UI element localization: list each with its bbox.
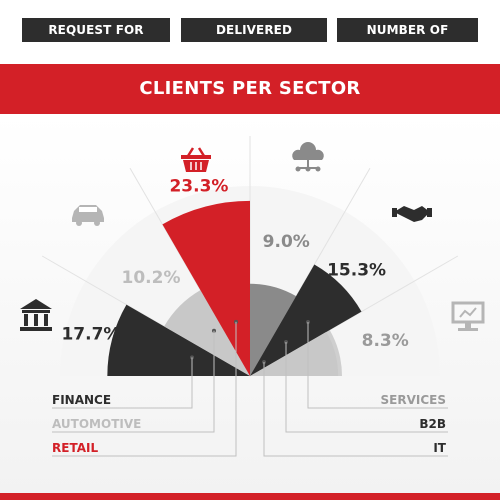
wedge-services [250, 331, 339, 376]
monitor-icon [451, 301, 485, 331]
legend-item-b2b: B2B [419, 417, 446, 431]
wedge-retail [162, 200, 250, 376]
bottom-red-bar [0, 493, 500, 500]
clients-per-sector-chart: 17.7% 10.2% 23.3% 9.0% 15.3% 8.3% FINANCE AUTO… [0, 114, 500, 500]
percentage-labels: 17.7% 10.2% 23.3% 9.0% 15.3% 8.3% [61, 177, 408, 351]
chart-title-banner: CLIENTS PER SECTOR [0, 64, 500, 114]
pct-label-services: 8.3% [362, 331, 409, 351]
pct-label-automotive: 10.2% [122, 268, 181, 288]
bank-icon [20, 299, 52, 331]
leader-line [307, 322, 448, 409]
tab-delivered-projects[interactable]: DELIVERED PROJECTS [181, 18, 327, 61]
top-tabs: REQUEST FOR QUOTES DELIVERED PROJECTS NU… [0, 0, 500, 64]
leader-line [285, 342, 448, 433]
pct-label-it: 9.0% [263, 232, 310, 252]
sector-icons [20, 142, 485, 331]
pct-label-retail: 23.3% [169, 177, 228, 197]
wedge-b2b [250, 264, 362, 376]
leader-line [263, 362, 448, 457]
wedge-automotive [164, 290, 250, 376]
leader-line [52, 330, 215, 433]
legend-item-automotive: AUTOMOTIVE [52, 417, 141, 431]
handshake-icon [392, 206, 432, 222]
sector-legend: FINANCE AUTOMOTIVE RETAIL SERVICES B2B IT [52, 393, 447, 455]
pct-label-b2b: 15.3% [327, 260, 386, 280]
cloud-network-icon [292, 142, 324, 172]
legend-item-finance: FINANCE [52, 393, 111, 407]
car-icon [72, 205, 104, 226]
legend-leader-lines [52, 319, 448, 457]
leader-line [52, 321, 237, 457]
tab-request-for-quotes[interactable]: REQUEST FOR QUOTES [22, 18, 170, 61]
legend-item-retail: RETAIL [52, 441, 98, 455]
wedge-it [250, 283, 297, 376]
shopping-basket-icon [181, 147, 211, 172]
legend-item-it: IT [433, 441, 446, 455]
leader-line [52, 357, 193, 409]
legend-item-services: SERVICES [381, 393, 446, 407]
pct-label-finance: 17.7% [61, 324, 120, 344]
tab-number-of-clients[interactable]: NUMBER OF CLIENTS [337, 18, 478, 61]
